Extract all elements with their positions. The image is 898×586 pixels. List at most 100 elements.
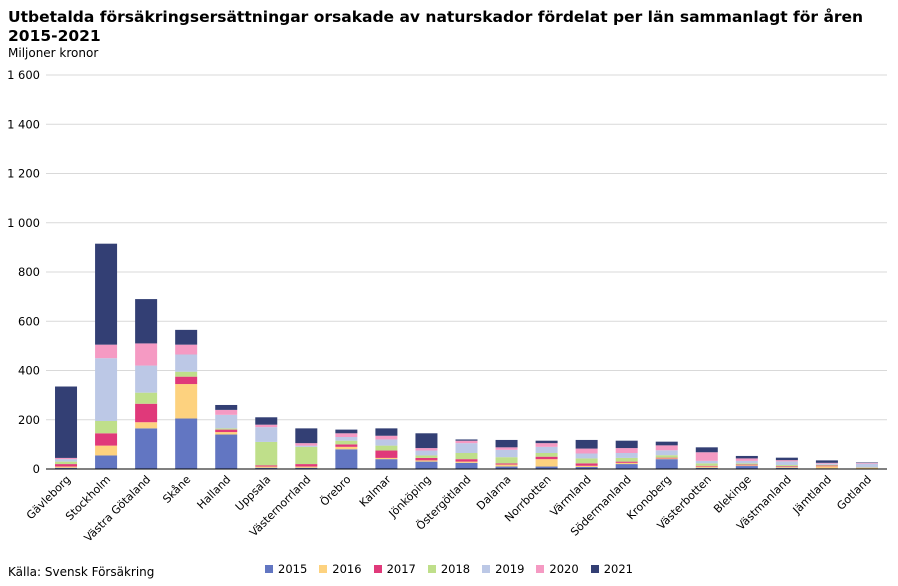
bar-segment-2018 xyxy=(536,453,558,457)
bar-segment-2017 xyxy=(456,459,478,461)
legend-label: 2016 xyxy=(332,562,361,576)
bar-segment-2016 xyxy=(736,465,758,466)
bar-segment-2019 xyxy=(175,354,197,371)
bar-segment-2020 xyxy=(856,463,878,464)
y-tick-label: 0 xyxy=(33,462,40,476)
bar-segment-2018 xyxy=(215,428,237,429)
bar-segment-2018 xyxy=(255,442,277,465)
bar-segment-2015 xyxy=(656,459,678,469)
bar-segment-2016 xyxy=(295,467,317,468)
bar-segment-2020 xyxy=(816,463,838,464)
bar-segment-2018 xyxy=(816,465,838,466)
legend-label: 2021 xyxy=(604,562,633,576)
bar-segment-2020 xyxy=(496,447,518,449)
bar-segment-2021 xyxy=(616,441,638,448)
legend-swatch xyxy=(265,565,273,573)
bar-segment-2015 xyxy=(95,455,117,469)
bar-segment-2017 xyxy=(215,430,237,432)
legend-swatch xyxy=(374,565,382,573)
x-tick-label: Dalarna xyxy=(474,473,514,513)
bar-segment-2019 xyxy=(776,461,798,465)
x-tick-label: Skåne xyxy=(160,473,193,506)
bar-stack-11 xyxy=(496,440,518,469)
bar-segment-2017 xyxy=(696,466,718,467)
bar-stack-3 xyxy=(175,330,197,469)
bar-segment-2021 xyxy=(656,442,678,446)
bar-segment-2017 xyxy=(776,466,798,467)
bar-segment-2020 xyxy=(415,448,437,450)
bar-segment-2019 xyxy=(496,450,518,457)
bar-segment-2021 xyxy=(816,460,838,462)
bar-segment-2019 xyxy=(696,461,718,463)
legend-swatch xyxy=(428,565,436,573)
bar-segment-2020 xyxy=(776,460,798,461)
bar-segment-2019 xyxy=(856,464,878,468)
bar-segment-2018 xyxy=(656,455,678,457)
bar-segment-2019 xyxy=(656,450,678,455)
bar-stack-9 xyxy=(415,433,437,469)
x-tick-label: Jämtland xyxy=(790,473,834,517)
bar-segment-2016 xyxy=(536,459,558,466)
bar-segment-2016 xyxy=(55,467,77,468)
bar-segment-2021 xyxy=(135,299,157,343)
y-tick-label: 1 400 xyxy=(7,117,40,131)
source-note: Källa: Svensk Försäkring xyxy=(8,565,154,579)
bar-segment-2015 xyxy=(415,462,437,469)
bar-segment-2019 xyxy=(616,453,638,458)
bar-segment-2016 xyxy=(135,422,157,428)
bar-segment-2018 xyxy=(95,421,117,433)
bar-segment-2018 xyxy=(295,447,317,464)
bar-stack-16 xyxy=(696,447,718,469)
bar-segment-2018 xyxy=(616,458,638,462)
bar-stack-4 xyxy=(215,405,237,469)
bar-segment-2021 xyxy=(415,433,437,448)
bar-segment-2017 xyxy=(335,444,357,446)
bar-segment-2020 xyxy=(616,448,638,453)
bar-segment-2019 xyxy=(55,459,77,461)
bar-stack-12 xyxy=(536,441,558,469)
bar-segment-2021 xyxy=(736,456,758,458)
bar-stack-18 xyxy=(776,458,798,469)
bar-segment-2020 xyxy=(295,443,317,445)
bar-segment-2020 xyxy=(576,449,598,454)
bar-segment-2021 xyxy=(375,428,397,435)
bar-segment-2017 xyxy=(415,458,437,460)
bar-segment-2017 xyxy=(736,465,758,466)
bar-stack-1 xyxy=(95,244,117,469)
bar-segment-2017 xyxy=(95,433,117,445)
legend-swatch xyxy=(536,565,544,573)
bar-segment-2021 xyxy=(255,417,277,424)
bar-segment-2016 xyxy=(816,466,838,468)
bar-segment-2016 xyxy=(496,465,518,467)
bar-segment-2018 xyxy=(736,463,758,464)
bar-segment-2016 xyxy=(375,458,397,459)
legend-label: 2017 xyxy=(387,562,416,576)
bar-segment-2017 xyxy=(576,463,598,465)
bar-segment-2020 xyxy=(536,443,558,447)
bar-segment-2015 xyxy=(135,428,157,469)
bar-segment-2019 xyxy=(456,443,478,453)
y-axis-ticks: 02004006008001 0001 2001 4001 600 xyxy=(7,68,40,476)
bar-segment-2016 xyxy=(255,467,277,468)
y-tick-label: 600 xyxy=(18,314,40,328)
bar-segment-2020 xyxy=(736,458,758,460)
bar-segment-2019 xyxy=(215,415,237,429)
bar-segment-2018 xyxy=(576,458,598,463)
bar-segment-2021 xyxy=(776,458,798,460)
bar-segment-2021 xyxy=(576,440,598,449)
legend-item-2018: 2018 xyxy=(428,562,470,576)
legend-item-2020: 2020 xyxy=(536,562,578,576)
bar-segment-2021 xyxy=(696,447,718,452)
bar-segment-2021 xyxy=(496,440,518,447)
bar-segment-2017 xyxy=(616,462,638,463)
bar-segment-2018 xyxy=(415,455,437,457)
bar-segment-2020 xyxy=(175,345,197,355)
bar-stack-15 xyxy=(656,442,678,469)
bar-segment-2016 xyxy=(215,432,237,434)
x-tick-label: Kalmar xyxy=(357,473,394,510)
legend-swatch xyxy=(591,565,599,573)
bar-segment-2015 xyxy=(375,459,397,469)
bar-segment-2021 xyxy=(295,428,317,443)
bar-segment-2019 xyxy=(255,427,277,442)
bar-stack-19 xyxy=(816,460,838,469)
